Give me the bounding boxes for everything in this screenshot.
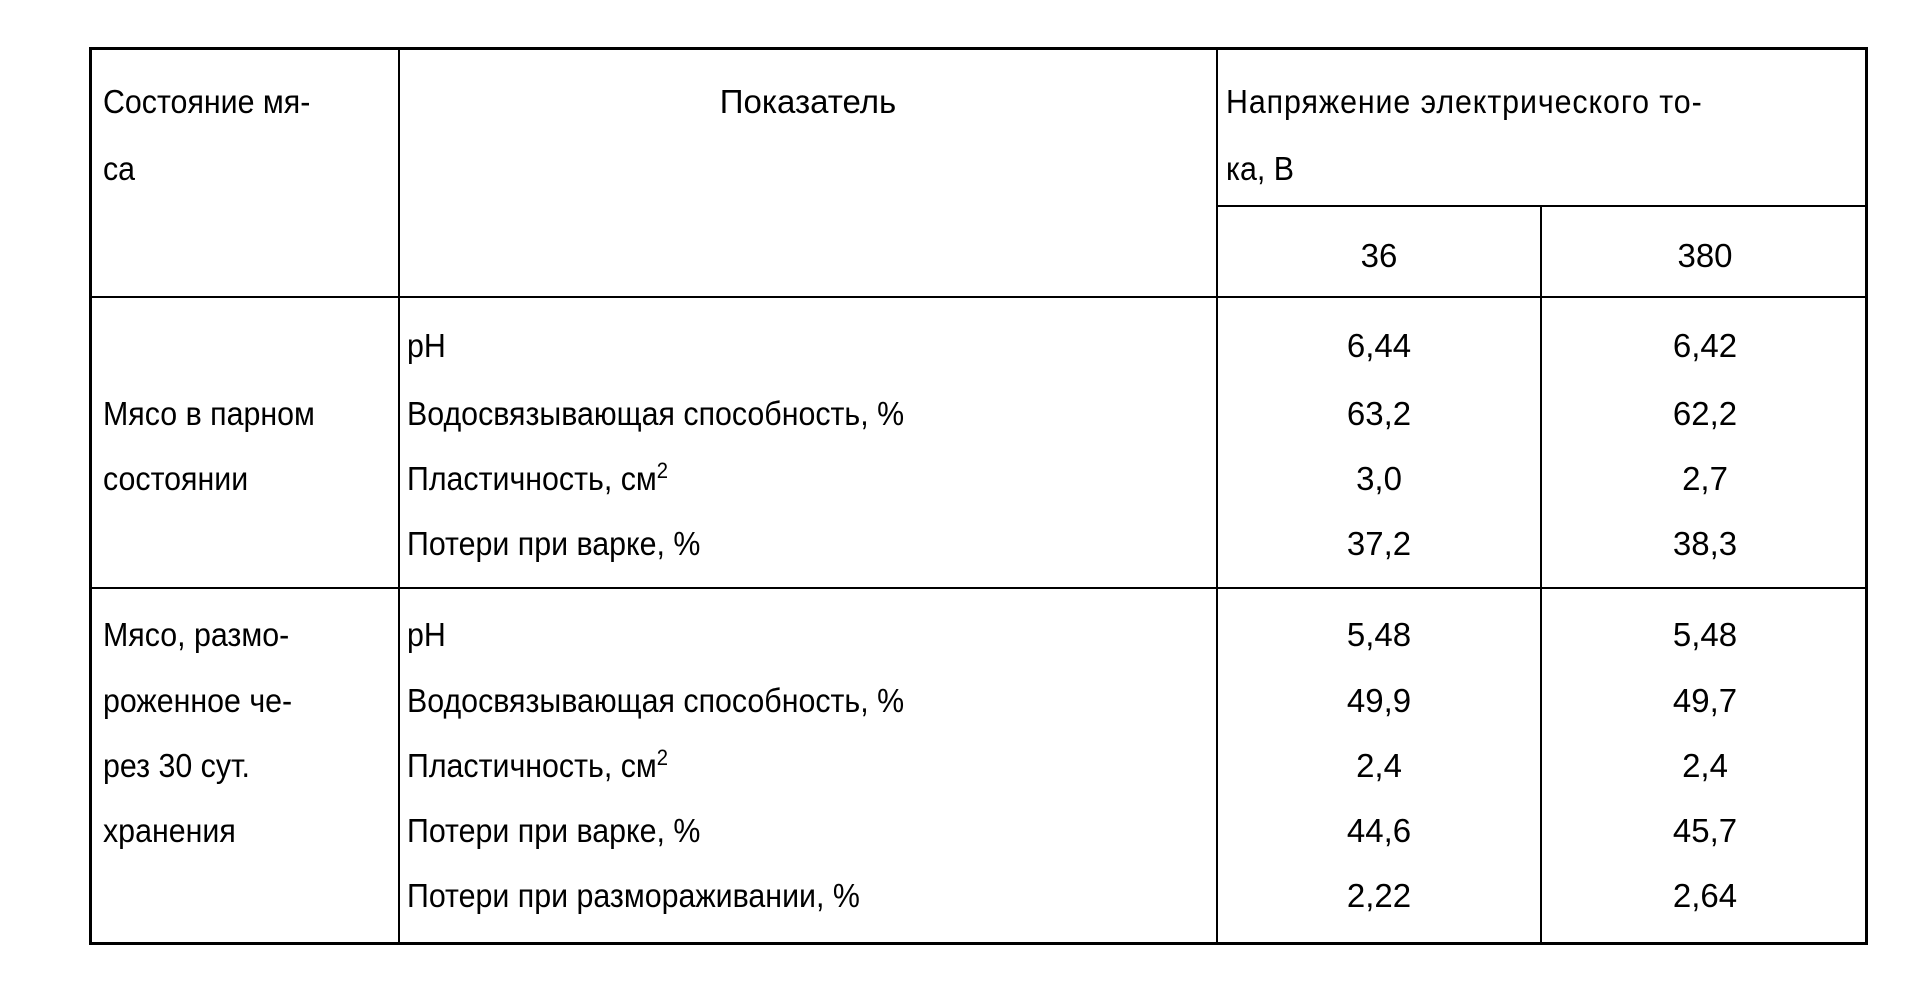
indicator-cell: Водосвязывающая способность, % — [407, 681, 904, 721]
header-voltage-36: 36 — [1360, 237, 1398, 274]
header-voltage-line: ка, В — [1226, 150, 1294, 187]
column-divider — [1216, 47, 1218, 945]
indicator-text: Водосвязывающая способность, % — [407, 682, 905, 719]
header-state-line: Состояние мя- — [103, 83, 311, 120]
value-cell-v36: 44,6 — [1346, 812, 1412, 849]
indicator-cell: Потери при варке, % — [407, 811, 700, 851]
row-divider — [89, 296, 1868, 298]
row-divider — [89, 587, 1868, 589]
value-cell-v380: 5,48 — [1672, 616, 1738, 653]
indicator-cell: pH — [407, 326, 446, 366]
value-cell-v380: 62,2 — [1672, 395, 1738, 432]
value-cell-v380: 2,7 — [1682, 460, 1728, 497]
group-state-line: состоянии — [103, 460, 249, 497]
value-cell-v380: 2,64 — [1672, 877, 1738, 914]
column-divider — [1540, 205, 1542, 945]
indicator-text: Пластичность, см — [407, 460, 657, 497]
value-cell-v380: 49,7 — [1672, 682, 1738, 719]
superscript: 2 — [656, 745, 669, 770]
indicator-cell: Потери при варке, % — [407, 524, 700, 564]
value-cell-v36: 37,2 — [1346, 525, 1412, 562]
group-state-line: рез 30 сут. — [103, 747, 250, 784]
value-cell-v36: 2,4 — [1356, 747, 1402, 784]
header-state-line: са — [103, 150, 136, 187]
indicator-text: Потери при варке, % — [407, 525, 701, 562]
indicator-text: Водосвязывающая способность, % — [407, 395, 905, 432]
value-cell-v380: 2,4 — [1682, 747, 1728, 784]
value-cell-v36: 5,48 — [1346, 616, 1412, 653]
value-cell-v36: 49,9 — [1346, 682, 1412, 719]
indicator-cell: pH — [407, 615, 446, 655]
header-indicator: Показатель — [719, 83, 897, 120]
group-state-line: Мясо, размо- — [103, 616, 290, 653]
value-cell-v36: 6,44 — [1346, 327, 1412, 364]
row-divider — [1216, 205, 1868, 207]
value-cell-v36: 63,2 — [1346, 395, 1412, 432]
indicator-text: Потери при размораживании, % — [407, 877, 860, 914]
indicator-text: pH — [407, 616, 446, 653]
indicator-text: Потери при варке, % — [407, 812, 701, 849]
indicator-text: pH — [407, 327, 446, 364]
indicator-text: Пластичность, см — [407, 747, 657, 784]
value-cell-v36: 3,0 — [1356, 460, 1402, 497]
group-state-line: Мясо в парном — [103, 395, 315, 432]
indicator-cell: Пластичность, см2 — [407, 459, 668, 499]
group-state-line: роженное че- — [103, 682, 293, 719]
indicator-cell: Пластичность, см2 — [407, 746, 668, 786]
value-cell-v380: 45,7 — [1672, 812, 1738, 849]
value-cell-v36: 2,22 — [1346, 877, 1412, 914]
indicator-cell: Водосвязывающая способность, % — [407, 394, 904, 434]
value-cell-v380: 38,3 — [1672, 525, 1738, 562]
value-cell-v380: 6,42 — [1672, 327, 1738, 364]
indicator-cell: Потери при размораживании, % — [407, 876, 860, 916]
header-voltage-380: 380 — [1677, 237, 1733, 274]
header-voltage-line: Напряжение электрического то- — [1226, 83, 1703, 120]
superscript: 2 — [656, 458, 669, 483]
column-divider — [398, 47, 400, 945]
data-table — [89, 47, 1868, 945]
group-state-line: хранения — [103, 812, 236, 849]
